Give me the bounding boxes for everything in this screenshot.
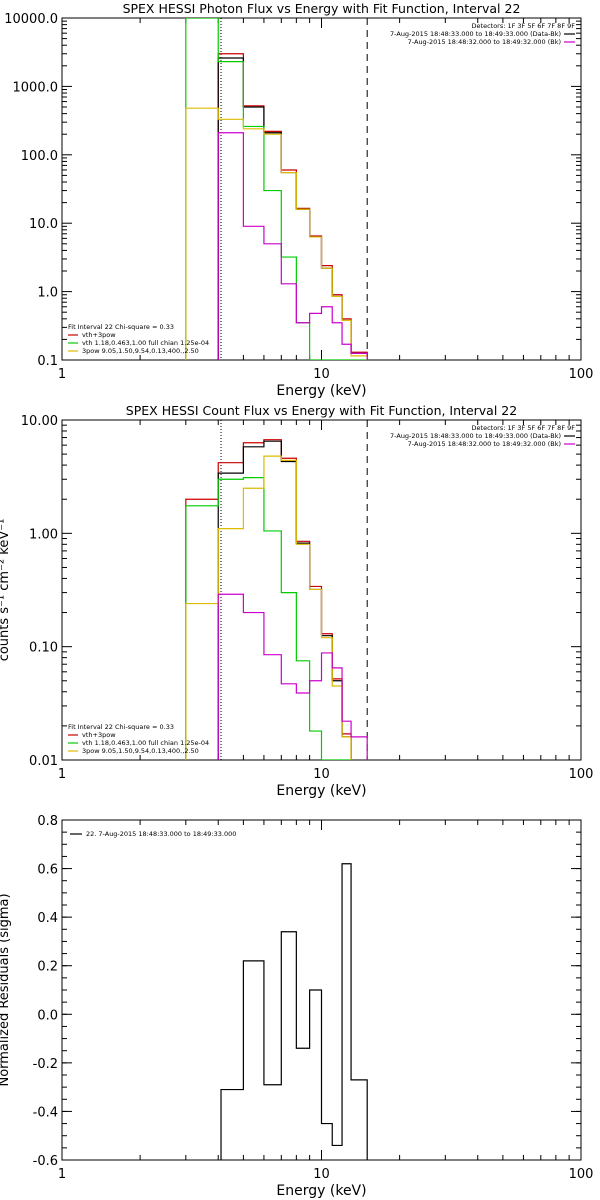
- x-axis-label: Energy (keV): [276, 383, 366, 399]
- x-tick-label: 10: [313, 767, 330, 782]
- y-tick-label: 0.0: [37, 1008, 58, 1023]
- y-tick-label: 0.8: [37, 814, 58, 829]
- fit-legend-label: vth 1.18,0.463,1.00 full chian 1.25e-04: [82, 339, 209, 347]
- x-tick-label: 1: [58, 1167, 66, 1182]
- y-axis-label: Normalized Residuals (sigma): [0, 893, 12, 1086]
- plot-title: SPEX HESSI Count Flux vs Energy with Fit…: [126, 403, 517, 418]
- legend-label: 22. 7-Aug-2015 18:48:33.000 to 18:49:33.…: [86, 830, 236, 838]
- legend-label: 7-Aug-2015 18:48:33.000 to 18:49:33.000 …: [390, 432, 561, 440]
- series-5-line: [217, 132, 368, 360]
- legend-label: 7-Aug-2015 18:48:32.000 to 18:49:32.000 …: [408, 38, 561, 46]
- y-tick-label: 1000.0: [13, 80, 59, 95]
- y-tick-label: 0.6: [37, 863, 58, 878]
- fit-legend-label: 3pow 9.05,1.50,9.54,0.13,400.,2.50: [82, 747, 199, 755]
- y-tick-label: 100.0: [21, 149, 58, 164]
- x-tick-label: 10: [313, 367, 330, 382]
- legend-label: 7-Aug-2015 18:48:32.000 to 18:49:32.000 …: [408, 440, 561, 448]
- y-tick-label: 0.01: [29, 754, 58, 769]
- x-tick-label: 10: [313, 1167, 330, 1182]
- series-4-line: [185, 107, 368, 360]
- x-tick-label: 1: [58, 767, 66, 782]
- fit-legend-label: 3pow 9.05,1.50,9.54,0.13,400.,2.50: [82, 347, 199, 355]
- y-tick-label: 0.4: [37, 911, 58, 926]
- series-3-line: [185, 477, 352, 760]
- series-4-line: [185, 455, 352, 760]
- x-axis-label: Energy (keV): [276, 783, 366, 799]
- plot-3: 1 10 100 Energy (keV) -0.6 -0.4 -0.2 0.0 0.2 0.4 0…: [0, 814, 593, 1199]
- series-2-line: [217, 57, 368, 360]
- series-5-line: [217, 593, 368, 760]
- y-tick-label: 1.00: [29, 527, 58, 542]
- y-axis-label: counts s⁻¹ cm⁻² keV⁻¹: [0, 519, 12, 662]
- series-2-line: [217, 440, 352, 760]
- legend-header: Detectors: 1F 3F 5F 6F 7F 8F 9F: [472, 424, 576, 432]
- y-tick-label: -0.6: [33, 1154, 58, 1169]
- series-3-line: [185, 18, 368, 360]
- series-1-line: [217, 53, 368, 360]
- fit-legend-header: Fit Interval 22 Chi-square = 0.33: [68, 723, 174, 731]
- y-tick-label: 0.1: [37, 354, 58, 369]
- plot-1: SPEX HESSI Photon Flux vs Energy with Fi…: [4, 1, 593, 399]
- plot-2: SPEX HESSI Count Flux vs Energy with Fit…: [0, 403, 593, 799]
- x-tick-label: 100: [569, 767, 594, 782]
- y-tick-label: 10000.0: [4, 12, 58, 27]
- fit-legend-label: vth+3pow: [82, 331, 116, 339]
- x-axis-label: Energy (keV): [276, 1183, 366, 1199]
- fit-legend-header: Fit Interval 22 Chi-square = 0.33: [68, 323, 174, 331]
- series-1-line: [185, 439, 352, 760]
- x-tick-label: 100: [569, 1167, 594, 1182]
- fit-legend-label: vth+3pow: [82, 731, 116, 739]
- y-tick-label: 10.00: [21, 414, 58, 429]
- x-tick-label: 1: [58, 367, 66, 382]
- y-tick-label: 10.0: [29, 217, 58, 232]
- y-tick-label: -0.4: [33, 1105, 58, 1120]
- legend-label: 7-Aug-2015 18:48:33.000 to 18:49:33.000 …: [390, 30, 561, 38]
- y-tick-label: -0.2: [33, 1057, 58, 1072]
- series-1-line: [220, 863, 368, 1160]
- plot-title: SPEX HESSI Photon Flux vs Energy with Fi…: [123, 1, 521, 16]
- x-tick-label: 100: [569, 367, 594, 382]
- legend-header: Detectors: 1F 3F 5F 6F 7F 8F 9F: [472, 22, 576, 30]
- fit-legend-label: vth 1.18,0.463,1.00 full chian 1.25e-04: [82, 739, 209, 747]
- y-tick-label: 1.0: [37, 286, 58, 301]
- y-tick-label: 0.2: [37, 960, 58, 975]
- y-tick-label: 0.10: [29, 641, 58, 656]
